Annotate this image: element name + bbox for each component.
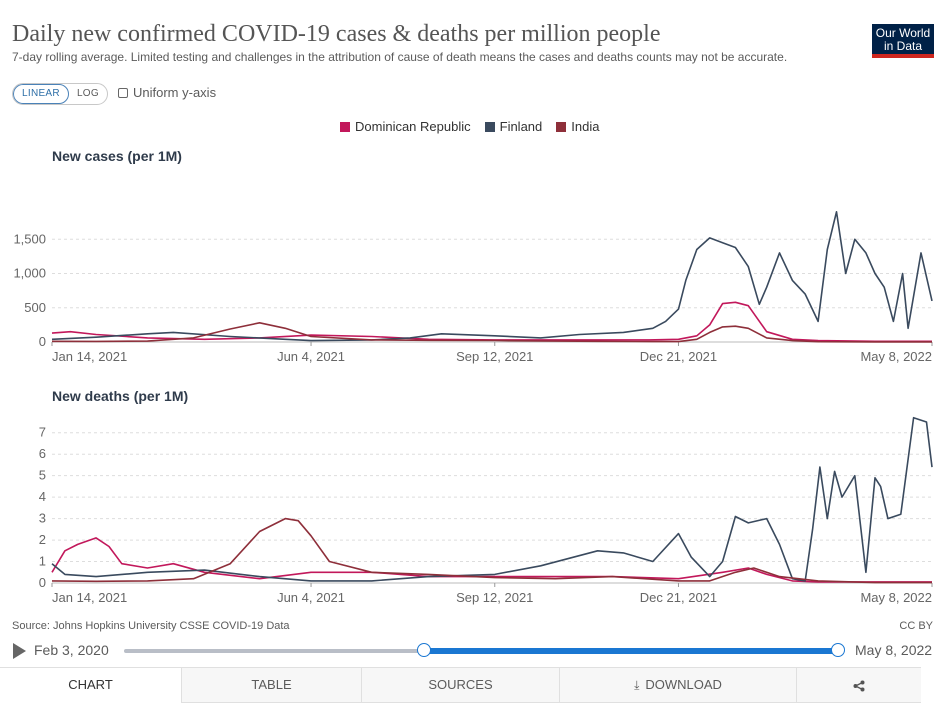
deaths-y-tick-label: 3 [39, 511, 46, 526]
license-link[interactable]: CC BY [899, 620, 933, 632]
tab-download[interactable]: ⤓ DOWNLOAD [559, 668, 796, 703]
legend-label-india: India [571, 119, 600, 134]
owid-logo[interactable]: Our World in Data [872, 24, 934, 58]
timeline-start-handle[interactable] [416, 643, 431, 657]
log-scale-button[interactable]: LOG [76, 88, 99, 99]
deaths-line-india [51, 517, 932, 584]
timeline-selected-range[interactable] [423, 648, 838, 654]
uniform-y-axis-label: Uniform y-axis [133, 85, 217, 100]
chart-subtitle: 7-day rolling average. Limited testing a… [12, 50, 788, 64]
cases-x-tick-label: Jun 4, 2021 [277, 349, 345, 364]
share-icon [853, 680, 865, 692]
bottom-tabs: CHART TABLE SOURCES ⤓ DOWNLOAD [0, 667, 921, 703]
logo-line-2: in Data [883, 39, 923, 53]
cases-x-tick-label: May 8, 2022 [860, 349, 932, 364]
legend-item-dominican-republic[interactable]: Dominican Republic [340, 119, 471, 134]
scale-toggle[interactable]: LINEAR LOG [12, 83, 108, 105]
tab-share[interactable] [796, 668, 921, 703]
deaths-line-finland [51, 416, 933, 582]
cases-y-tick-label: 500 [24, 300, 46, 315]
legend-label-finland: Finland [499, 119, 543, 134]
tab-table[interactable]: TABLE [181, 668, 361, 703]
cases-line-finland [51, 211, 933, 342]
cases-y-tick-label: 1,500 [13, 231, 46, 246]
deaths-x-tick-label: Sep 12, 2021 [456, 590, 533, 605]
chart-area: New cases (per 1M) 0 500 1,000 1,500 Jan 14, … [13, 148, 933, 605]
play-icon[interactable] [13, 643, 26, 659]
legend-swatch-india [556, 121, 567, 132]
timeline-track[interactable] [124, 649, 424, 653]
deaths-panel-title: New deaths (per 1M) [52, 388, 188, 404]
deaths-y-tick-label: 1 [39, 554, 46, 569]
logo-line-1: Our World [875, 26, 931, 40]
deaths-x-tick-label: Dec 21, 2021 [640, 590, 717, 605]
cases-x-tick-label: Jan 14, 2021 [52, 349, 127, 364]
timeline-start-label: Feb 3, 2020 [34, 642, 109, 658]
deaths-y-tick-label: 5 [39, 468, 46, 483]
deaths-x-tick-label: May 8, 2022 [860, 590, 932, 605]
tab-chart[interactable]: CHART [0, 668, 181, 703]
deaths-x-tick-label: Jan 14, 2021 [52, 590, 127, 605]
linear-scale-button[interactable]: LINEAR [13, 84, 69, 104]
tab-download-label: DOWNLOAD [645, 677, 722, 692]
deaths-y-tick-label: 2 [39, 532, 46, 547]
uniform-y-axis-toggle[interactable]: Uniform y-axis [118, 85, 216, 100]
cases-line-dominican-republic [51, 301, 932, 343]
tab-sources[interactable]: SOURCES [361, 668, 559, 703]
chart-title: Daily new confirmed COVID-19 cases & dea… [12, 21, 661, 47]
deaths-y-tick-label: 0 [39, 575, 46, 590]
uniform-y-axis-checkbox[interactable] [118, 87, 128, 98]
download-icon: ⤓ [634, 678, 640, 692]
cases-x-tick-label: Dec 21, 2021 [640, 349, 717, 364]
legend-item-india[interactable]: India [556, 119, 599, 134]
deaths-y-tick-label: 6 [39, 446, 46, 461]
deaths-x-tick-label: Jun 4, 2021 [277, 590, 345, 605]
legend-label-dominican-republic: Dominican Republic [355, 119, 471, 134]
cases-y-tick-label: 1,000 [13, 266, 46, 281]
cases-y-tick-label: 0 [39, 334, 46, 349]
cases-x-tick-label: Sep 12, 2021 [456, 349, 533, 364]
timeline-end-handle[interactable] [831, 643, 845, 657]
legend-swatch-dominican-republic [340, 121, 350, 132]
cases-panel-title: New cases (per 1M) [52, 148, 182, 164]
deaths-y-tick-label: 7 [39, 425, 46, 440]
source-note[interactable]: Source: Johns Hopkins University CSSE CO… [12, 620, 290, 632]
deaths-line-dominican-republic [51, 537, 932, 583]
legend-swatch-finland [484, 121, 495, 132]
legend: Dominican Republic Finland India [340, 119, 599, 134]
timeline: Feb 3, 2020 May 8, 2022 [0, 636, 951, 666]
cases-line-india [51, 321, 932, 343]
legend-item-finland[interactable]: Finland [484, 119, 543, 134]
timeline-end-label: May 8, 2022 [855, 642, 933, 658]
deaths-y-tick-label: 4 [39, 489, 46, 504]
